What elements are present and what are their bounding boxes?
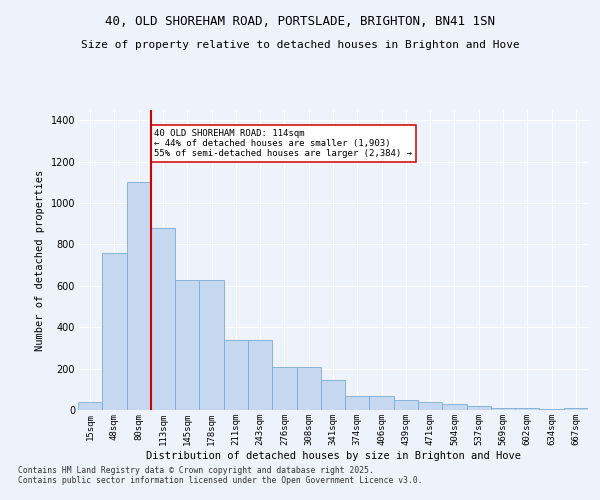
Bar (78, 402, 102, 410)
Bar (102, 253, 127, 410)
Bar (199, 280, 224, 410)
Bar (296, 366, 321, 410)
Text: Contains HM Land Registry data © Crown copyright and database right 2025.
Contai: Contains HM Land Registry data © Crown c… (18, 466, 422, 485)
Bar (175, 280, 199, 410)
Text: 40, OLD SHOREHAM ROAD, PORTSLADE, BRIGHTON, BN41 1SN: 40, OLD SHOREHAM ROAD, PORTSLADE, BRIGHT… (105, 15, 495, 28)
Bar (491, 408, 515, 410)
Text: Size of property relative to detached houses in Brighton and Hove: Size of property relative to detached ho… (80, 40, 520, 50)
X-axis label: Distribution of detached houses by size in Brighton and Hove: Distribution of detached houses by size … (146, 450, 521, 460)
Bar (321, 380, 345, 410)
Bar (127, 182, 151, 410)
Bar (370, 396, 394, 410)
Bar (515, 408, 539, 410)
Bar (272, 366, 296, 410)
Bar (564, 408, 588, 410)
Bar (418, 402, 442, 410)
Text: 40 OLD SHOREHAM ROAD: 114sqm
← 44% of detached houses are smaller (1,903)
55% of: 40 OLD SHOREHAM ROAD: 114sqm ← 44% of de… (155, 128, 413, 158)
Bar (345, 396, 370, 410)
Bar (467, 406, 491, 410)
Bar (394, 400, 418, 410)
Bar (539, 409, 564, 410)
Bar (224, 340, 248, 410)
Bar (442, 404, 467, 410)
Y-axis label: Number of detached properties: Number of detached properties (35, 170, 45, 350)
Bar (248, 340, 272, 410)
Bar (151, 228, 175, 410)
